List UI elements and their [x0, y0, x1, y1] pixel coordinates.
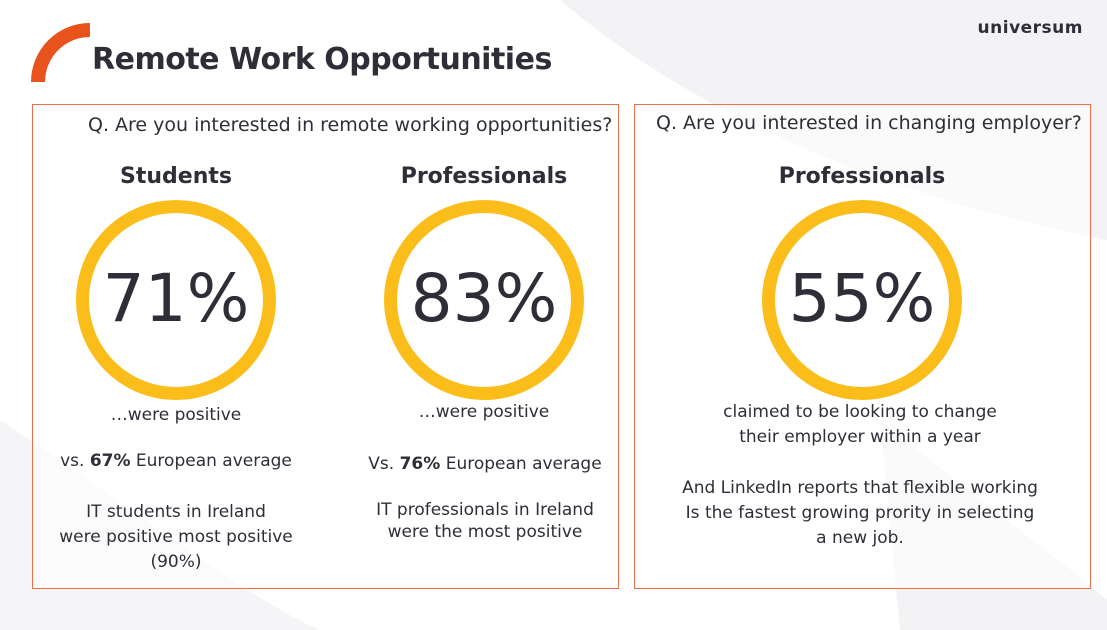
accent-arc-icon: [31, 23, 91, 83]
students-compare: vs. 67% European average: [60, 451, 292, 471]
right-caption-line2: their employer within a year: [739, 427, 981, 447]
changing-employer-question: Q. Are you interested in changing employ…: [656, 112, 1082, 134]
professionals-compare-value: 76%: [399, 454, 441, 474]
universum-logo: universum: [977, 18, 1083, 38]
page-title: Remote Work Opportunities: [92, 42, 552, 77]
right-professionals-heading: Professionals: [778, 164, 946, 189]
professionals-heading: Professionals: [400, 164, 568, 189]
professionals-note-line1: IT professionals in Ireland: [376, 500, 594, 520]
right-caption-line1: claimed to be looking to change: [723, 402, 997, 422]
professionals-note-line2: were the most positive: [387, 522, 583, 542]
students-heading: Students: [120, 164, 232, 189]
right-note-line2: Is the fastest growing prority in select…: [685, 503, 1035, 523]
right-note-line1: And LinkedIn reports that flexible worki…: [682, 478, 1038, 498]
right-note-line3: a new job.: [816, 528, 904, 548]
students-note-line3: (90%): [150, 552, 202, 572]
professionals-compare: Vs. 76% European average: [368, 454, 602, 474]
changing-employer-panel: [634, 104, 1091, 589]
professionals-caption: …were positive: [418, 402, 550, 422]
students-note-line1: IT students in Ireland: [86, 502, 266, 522]
students-note-line2: were positive most positive: [59, 527, 293, 547]
remote-work-question: Q. Are you interested in remote working …: [88, 114, 613, 136]
students-compare-value: 67%: [89, 451, 131, 471]
right-professionals-percent: 55%: [788, 260, 936, 337]
students-percent: 71%: [102, 260, 250, 337]
professionals-percent: 83%: [410, 260, 558, 337]
students-caption: …were positive: [110, 405, 242, 425]
